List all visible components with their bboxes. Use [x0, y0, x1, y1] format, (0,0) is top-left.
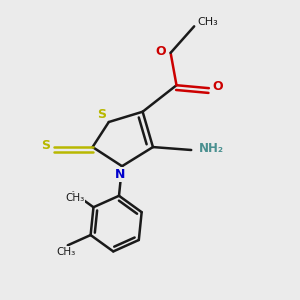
Text: CH₃: CH₃: [197, 17, 218, 27]
Text: O: O: [212, 80, 223, 93]
Text: S: S: [97, 108, 106, 121]
Text: NH₂: NH₂: [199, 142, 224, 155]
Text: O: O: [156, 45, 166, 58]
Text: CH₃: CH₃: [57, 247, 76, 257]
Text: N: N: [116, 168, 126, 181]
Text: CH₃: CH₃: [65, 194, 84, 203]
Text: S: S: [42, 139, 51, 152]
